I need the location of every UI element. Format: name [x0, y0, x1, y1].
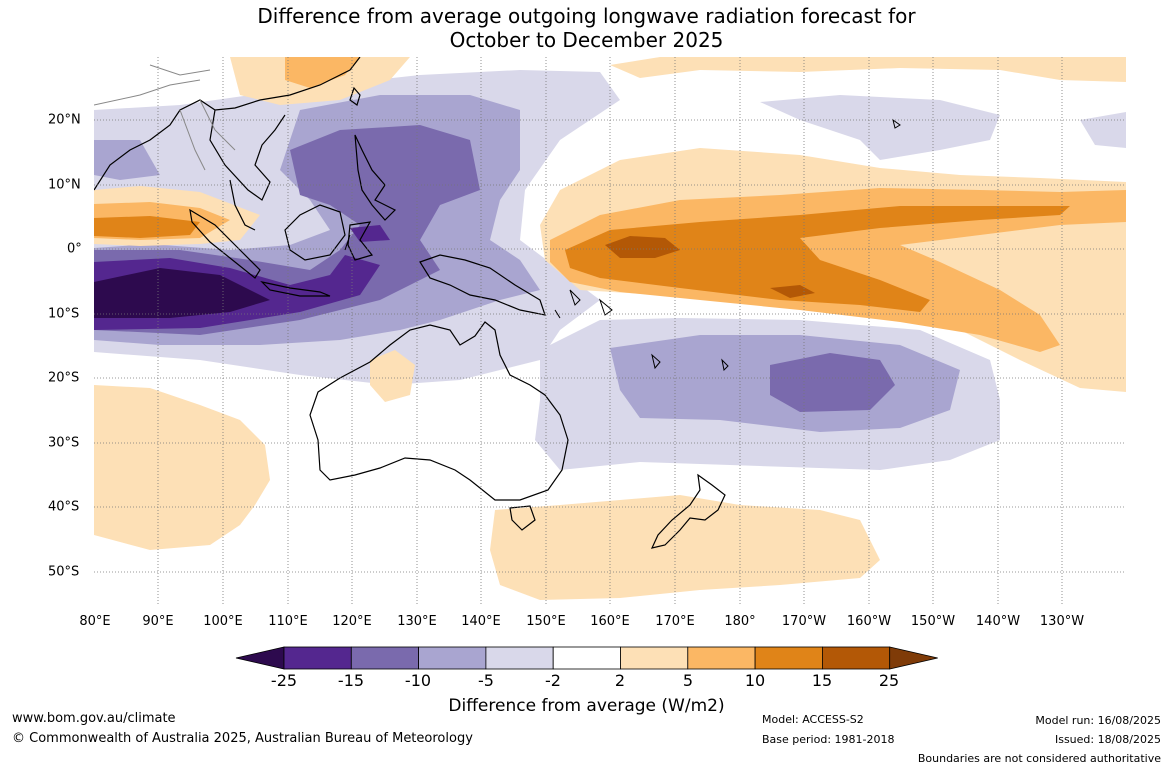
java-coastline	[260, 280, 331, 297]
anomaly-area-pos-light-australia	[370, 350, 415, 402]
tasmania-coastline	[509, 505, 536, 531]
lat-label: 40°S	[48, 499, 80, 515]
lat-label: 20°N	[48, 112, 81, 128]
anomaly-area-pos-medium-north	[285, 57, 360, 88]
title-line-2: October to December 2025	[449, 28, 724, 52]
lat-label: 0°	[67, 241, 82, 257]
model-run-text: Model run: 16/08/2025	[1035, 714, 1161, 727]
base-period-text: Base period: 1981-2018	[762, 733, 895, 746]
anomaly-area-neg-light-north	[760, 95, 1000, 160]
sulawesi-coastline	[347, 221, 374, 261]
lon-label: 140°W	[975, 614, 1021, 629]
new-guinea-coastline	[419, 254, 546, 316]
map-title: Difference from average outgoing longwav…	[0, 4, 1173, 52]
colorbar-swatch	[350, 646, 419, 670]
colorbar-swatch	[418, 646, 487, 670]
lon-label: 100°E	[203, 614, 243, 629]
lon-label: 160°W	[846, 614, 892, 629]
anomaly-area-pos-light-indian-ocean	[94, 385, 270, 550]
anomaly-area-pos-dark	[565, 206, 1070, 312]
colorbar-tick: 5	[682, 671, 694, 690]
colorbar-tick: -5	[478, 671, 494, 690]
olr-anomaly-map	[94, 57, 1126, 605]
lon-label: 130°W	[1039, 614, 1085, 629]
title-line-1: Difference from average outgoing longwav…	[257, 4, 916, 28]
lon-label: 170°E	[655, 614, 695, 629]
lon-label: 160°E	[590, 614, 630, 629]
anomaly-area-neg-darkest	[94, 268, 270, 318]
anomaly-area-neg-dark-vietnam	[94, 140, 160, 180]
sumatra-coastline	[189, 208, 261, 279]
lon-label: 170°W	[781, 614, 827, 629]
anomaly-area-pos-dark-nw	[94, 216, 200, 238]
lon-label: 120°E	[332, 614, 372, 629]
anomaly-area-pos-darkest	[605, 236, 680, 258]
model-text: Model: ACCESS-S2	[762, 713, 864, 726]
website-link[interactable]: www.bom.gov.au/climate	[12, 711, 176, 726]
colorbar-swatch	[283, 646, 352, 670]
disclaimer-text: Boundaries are not considered authoritat…	[917, 752, 1161, 765]
borneo-coastline	[284, 204, 346, 261]
issued-text: Issued: 18/08/2025	[1054, 733, 1161, 746]
anomaly-area-neg-dark-east	[770, 353, 895, 412]
colorbar-arrow-high	[889, 646, 938, 670]
colorbar-tick: 25	[878, 671, 900, 690]
colorbar-swatch	[822, 646, 891, 670]
colorbar-tick: -25	[270, 671, 298, 690]
colorbar-tick: -15	[337, 671, 365, 690]
asia-borders	[94, 64, 236, 171]
lon-label: 130°E	[397, 614, 437, 629]
lon-label: 110°E	[268, 614, 308, 629]
colorbar-tick: 2	[614, 671, 626, 690]
lat-label: 30°S	[48, 435, 80, 451]
anomaly-area-pos-light-ne	[610, 57, 1126, 82]
map-graticule	[94, 57, 1126, 605]
colorbar-swatch	[485, 646, 554, 670]
lat-label: 50°S	[48, 564, 80, 580]
lon-label: 180°	[724, 614, 756, 629]
colorbar-arrow-low	[235, 646, 285, 670]
anomaly-area-neg-light-ne	[1080, 112, 1126, 148]
colorbar-tick: 15	[811, 671, 833, 690]
lon-label: 140°E	[461, 614, 501, 629]
anomaly-area-pos-light-south	[490, 495, 880, 600]
taiwan-coastline	[349, 86, 361, 106]
lon-label: 80°E	[79, 614, 111, 629]
lat-label: 10°S	[48, 306, 80, 322]
lon-label: 150°E	[526, 614, 566, 629]
colorbar-tick: -2	[545, 671, 561, 690]
colorbar-swatch	[754, 646, 823, 670]
colorbar-swatch	[620, 646, 689, 670]
pacific-islands	[344, 118, 901, 372]
asia-coastline	[94, 57, 361, 231]
colorbar-swatch	[687, 646, 756, 670]
colorbar-tick: -10	[404, 671, 432, 690]
australia-coastline	[309, 321, 569, 501]
lat-label: 20°S	[48, 370, 80, 386]
lon-label: 150°W	[910, 614, 956, 629]
colorbar-swatch	[552, 646, 621, 670]
lat-label: 10°N	[48, 177, 81, 193]
philippines-coastline	[354, 134, 397, 221]
colorbar-tick: 10	[744, 671, 766, 690]
new-zealand-coastline	[650, 473, 726, 549]
lon-label: 90°E	[142, 614, 174, 629]
anomaly-area-neg-deep-small	[350, 225, 390, 242]
copyright-text: © Commonwealth of Australia 2025, Austra…	[12, 731, 473, 746]
colorbar-label: Difference from average (W/m2)	[448, 696, 725, 716]
